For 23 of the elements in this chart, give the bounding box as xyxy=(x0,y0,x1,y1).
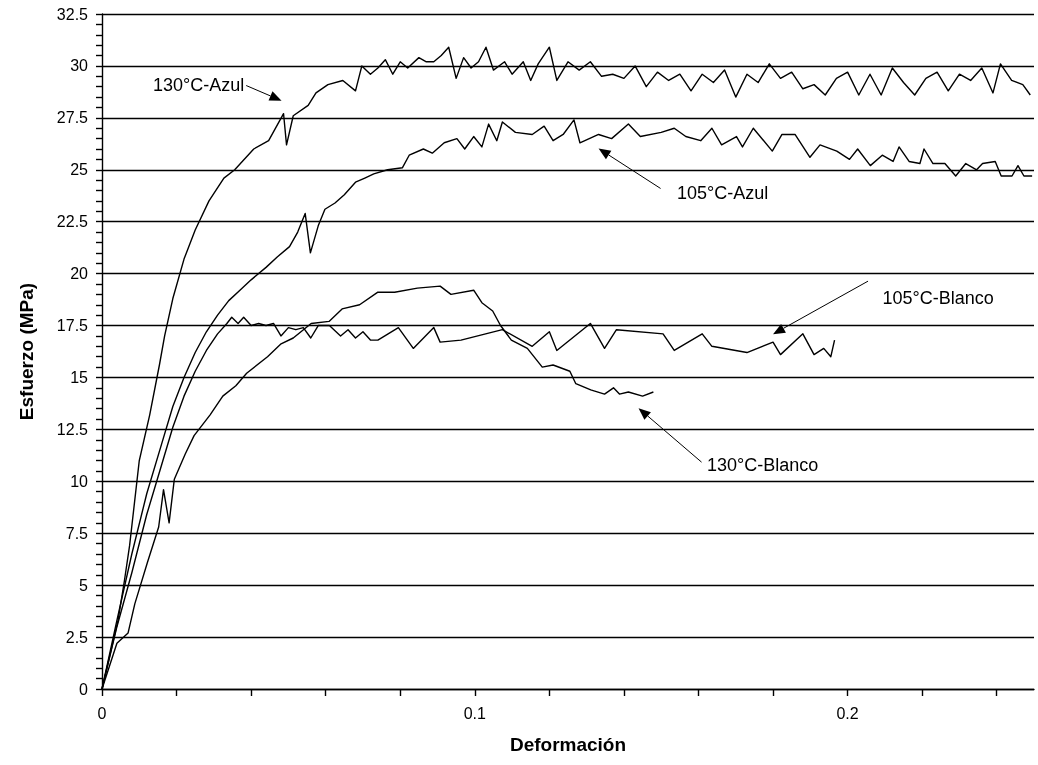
y-axis-title: Esfuerzo (MPa) xyxy=(16,282,37,421)
y-tick-label: 32.5 xyxy=(56,5,89,23)
x-tick-label: 0 xyxy=(97,704,107,722)
y-tick-label: 7.5 xyxy=(65,524,89,542)
x-axis-title: Deformación xyxy=(509,734,627,755)
y-tick-label: 30 xyxy=(70,57,89,75)
y-tick-label: 10 xyxy=(70,472,89,490)
y-tick-label: 17.5 xyxy=(56,317,89,335)
text: 130°C-Blanco xyxy=(706,455,819,476)
legend-label: 130°C-Azul xyxy=(152,74,245,95)
y-tick-label: 5 xyxy=(79,576,89,594)
x-tick-label: 0.2 xyxy=(836,704,859,722)
text: 105°C-Blanco xyxy=(882,288,994,309)
x-tick-label: 0.1 xyxy=(463,704,487,722)
y-tick-label: 12.5 xyxy=(56,420,89,438)
y-tick-label: 22.5 xyxy=(56,213,89,231)
y-tick-label: 2.5 xyxy=(65,628,89,646)
series-label: 105°C-Azul xyxy=(676,183,769,204)
y-tick-label: 27.5 xyxy=(56,109,89,127)
y-tick-label: 0 xyxy=(79,680,89,698)
y-tick-label: 20 xyxy=(70,265,89,283)
y-tick-label: 25 xyxy=(70,161,89,179)
y-tick-label: 15 xyxy=(70,368,89,386)
